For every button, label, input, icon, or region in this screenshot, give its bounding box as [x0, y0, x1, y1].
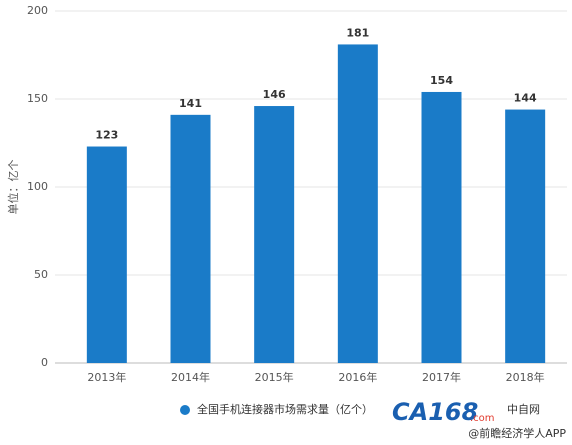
y-tick-label: 100: [27, 180, 48, 193]
legend-label: 全国手机连接器市场需求量（亿个）: [197, 402, 373, 416]
x-tick-label: 2016年: [338, 370, 377, 384]
y-tick-label: 200: [27, 4, 48, 17]
bar: [337, 44, 378, 363]
data-label: 146: [263, 88, 286, 101]
data-label: 181: [346, 26, 369, 39]
x-tick-label: 2014年: [171, 370, 210, 384]
y-tick-label: 150: [27, 92, 48, 105]
bar: [421, 91, 462, 364]
x-tick-label: 2017年: [422, 370, 461, 384]
data-label: 154: [430, 74, 453, 87]
watermark-text: @前瞻经济学人APP: [468, 426, 566, 440]
x-tick-label: 2015年: [255, 370, 294, 384]
y-axis-label: 单位：亿个: [6, 160, 20, 215]
x-tick-label: 2018年: [506, 370, 545, 384]
bar: [505, 109, 546, 363]
data-label: 123: [95, 129, 118, 142]
legend-marker: [180, 405, 190, 415]
bar: [170, 114, 211, 363]
y-tick-label: 50: [34, 268, 48, 281]
bar: [254, 106, 295, 363]
watermark-logo: CA168: [392, 398, 478, 426]
data-label: 141: [179, 97, 202, 110]
x-tick-label: 2013年: [87, 370, 126, 384]
watermark-logo: 中自网: [507, 403, 540, 416]
data-label: 144: [514, 92, 537, 105]
watermark-logo: .com: [470, 413, 495, 424]
y-tick-label: 0: [41, 356, 48, 369]
bar: [86, 146, 127, 363]
